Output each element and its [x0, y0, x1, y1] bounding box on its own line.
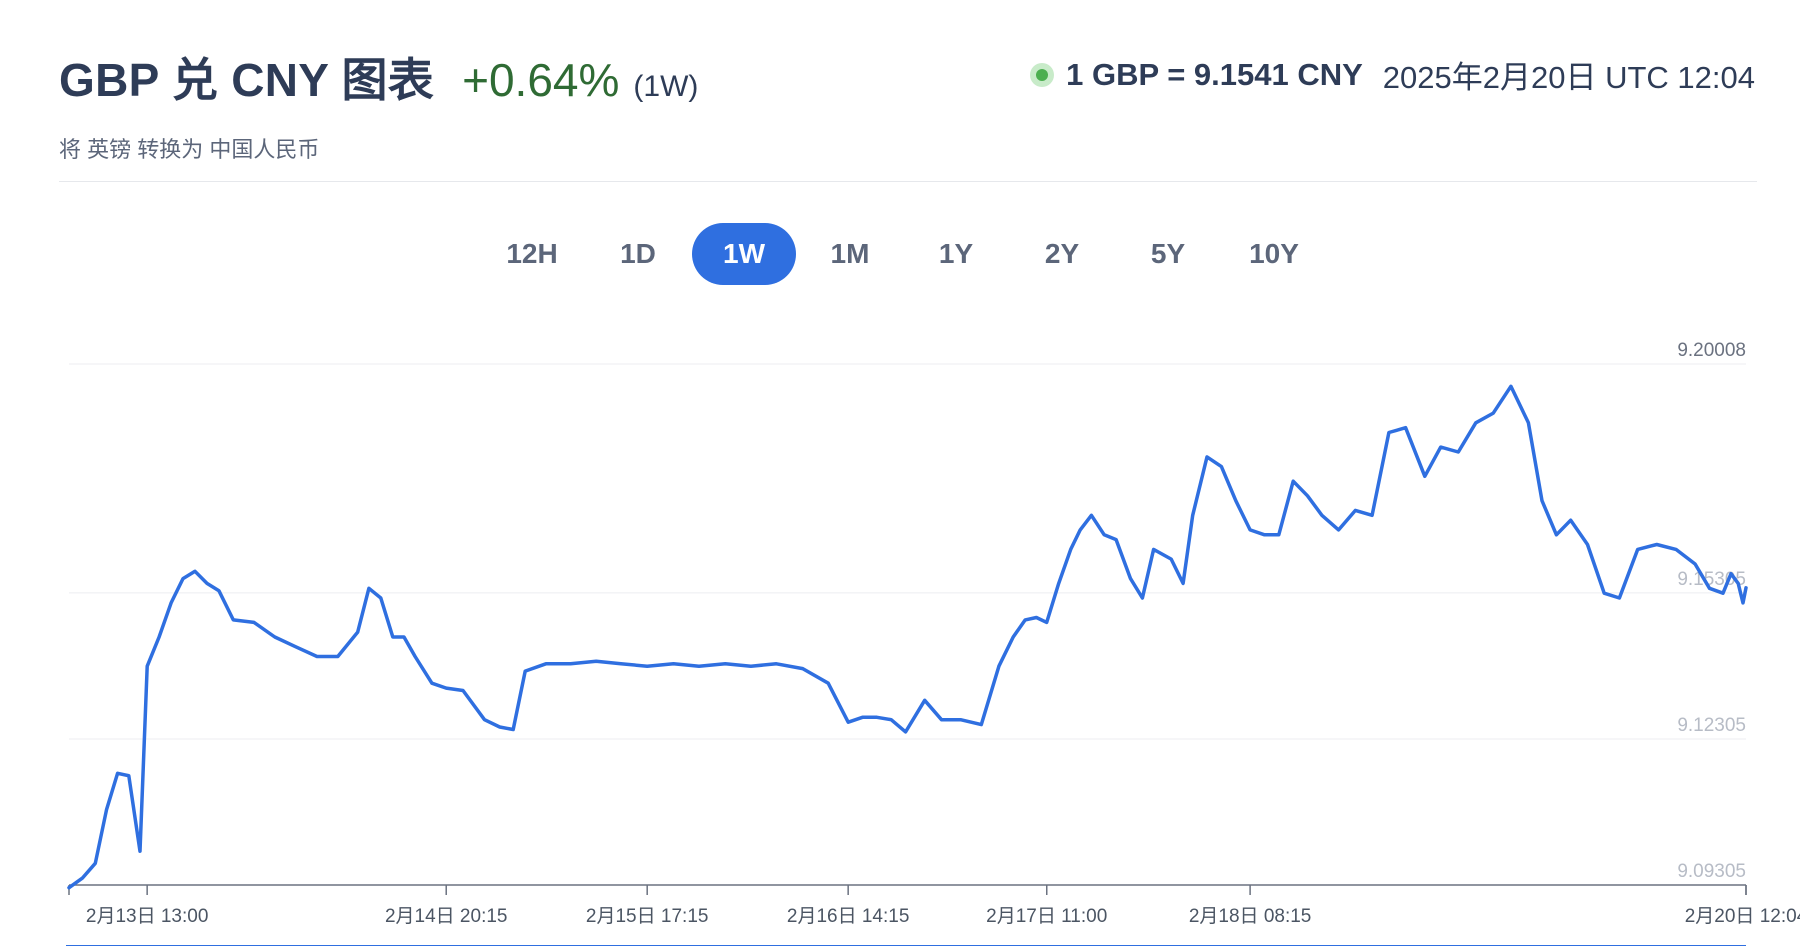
tab-1w[interactable]: 1W: [692, 223, 796, 285]
y-tick-label: 9.20008: [1677, 340, 1746, 361]
x-tick-label: 2月17日 11:00: [986, 906, 1107, 927]
change-percent: +0.64%: [462, 54, 620, 106]
x-tick-label: 2月16日 14:15: [787, 906, 910, 927]
x-tick-label: 2月13日 13:00: [86, 906, 209, 927]
conversion-subtitle: 将 英镑 转换为 中国人民币: [59, 137, 320, 162]
series-line: [67, 384, 1748, 890]
x-tick-label: 2月18日 08:15: [1189, 906, 1312, 927]
y-tick-label: 9.12305: [1677, 715, 1746, 736]
x-tick-label: 2月15日 17:15: [586, 906, 709, 927]
tab-5y[interactable]: 5Y: [1150, 238, 1186, 269]
tab-10y[interactable]: 10Y: [1249, 238, 1299, 269]
period-tabs: 12H 1D 1W 1M 1Y 2Y 5Y 10Y: [480, 223, 1328, 285]
page-title: GBP 兑 CNY 图表: [59, 54, 435, 106]
x-tick-label: 2月14日 20:15: [385, 906, 508, 927]
tab-1m[interactable]: 1M: [830, 238, 870, 269]
x-tick-label: 2月20日 12:04: [1685, 906, 1800, 927]
exchange-rate: 1 GBP = 9.1541 CNY: [1066, 56, 1363, 92]
y-tick-label: 9.09305: [1677, 861, 1746, 882]
rate-timestamp: 2025年2月20日 UTC 12:04: [1382, 60, 1755, 95]
chart-header: GBP 兑 CNY 图表 +0.64% (1W): [59, 44, 698, 110]
tab-1y[interactable]: 1Y: [938, 238, 974, 269]
period-label: (1W): [633, 70, 699, 103]
tab-12h[interactable]: 12H: [506, 238, 558, 269]
y-tick-label: 9.15305: [1677, 569, 1746, 590]
tab-1d[interactable]: 1D: [620, 238, 656, 269]
current-rate: 1 GBP = 9.1541 CNY 2025年2月20日 UTC 12:04: [1030, 52, 1755, 97]
live-status-icon: [1030, 62, 1055, 87]
header-divider: [59, 181, 1757, 182]
tab-2y[interactable]: 2Y: [1044, 238, 1080, 269]
